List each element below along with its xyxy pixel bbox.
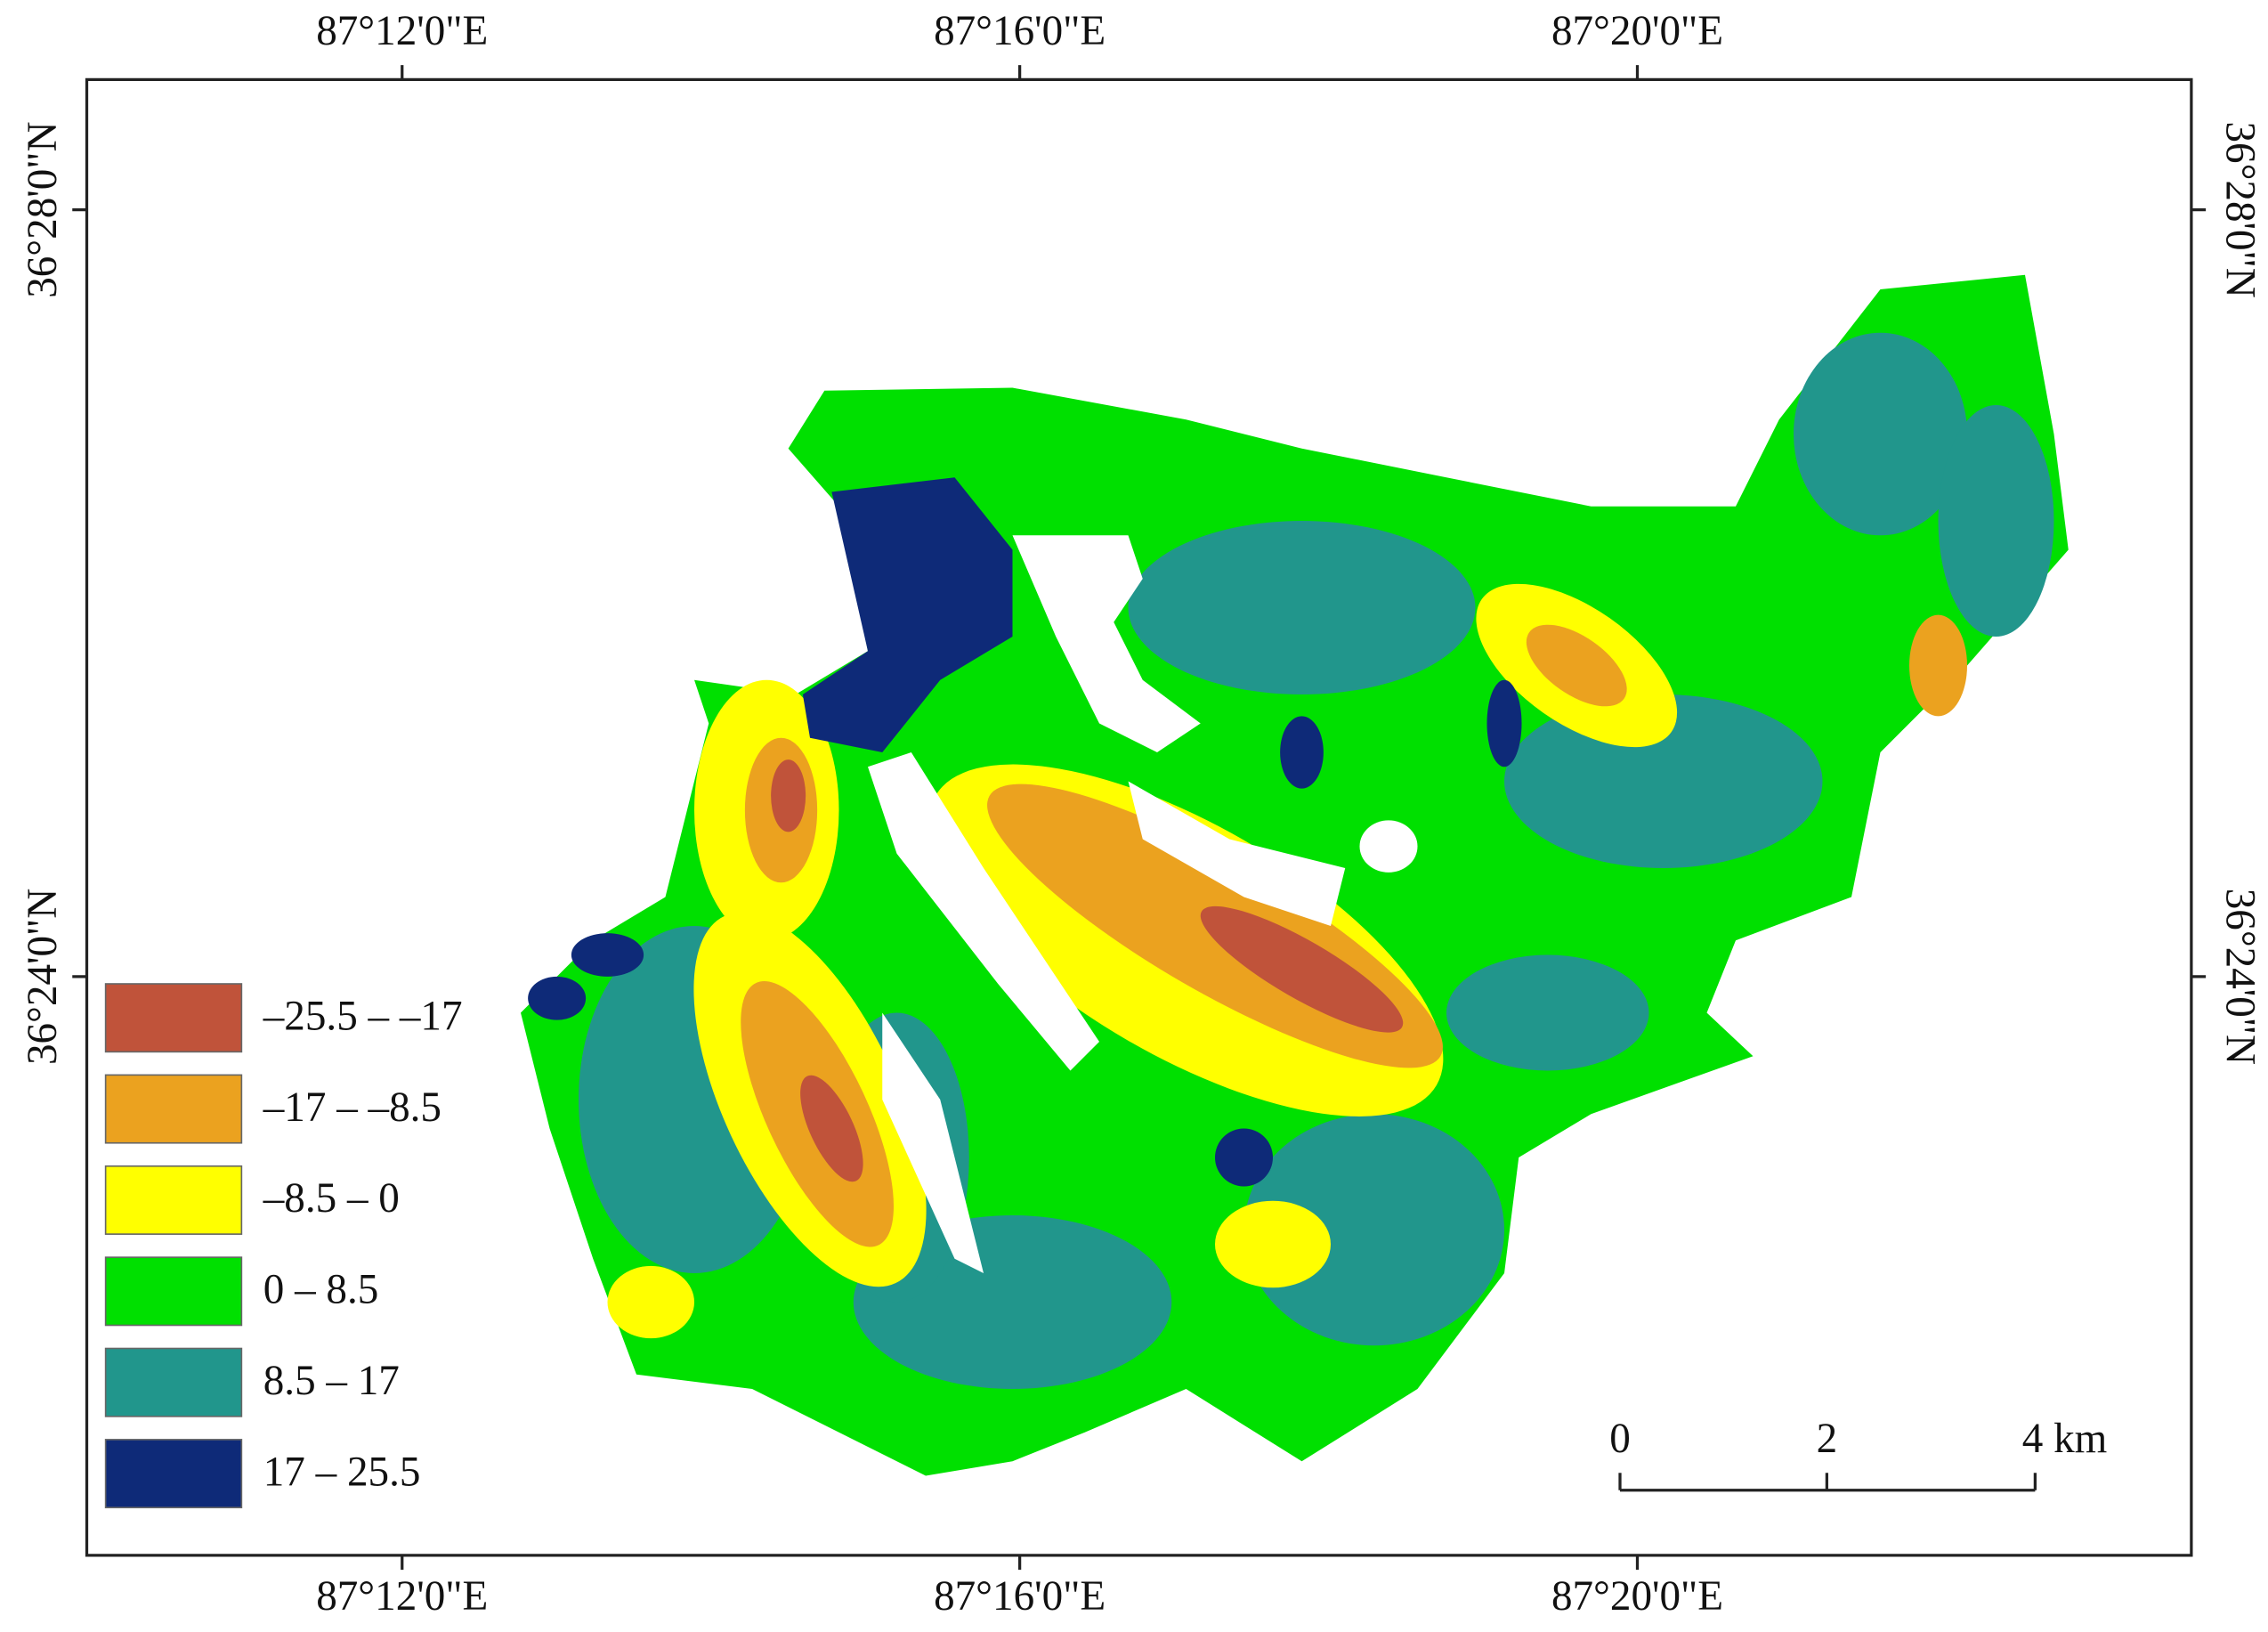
map-area (521, 274, 2069, 1476)
legend-swatch (104, 1256, 243, 1327)
x-label-bottom: 87°12'0"E (316, 1573, 488, 1620)
legend: –25.5 – –17 –17 – –8.5 –8.5 – 0 0 – 8.5 8.5 … (104, 983, 463, 1509)
legend-label: 17 – 25.5 (263, 1449, 421, 1495)
y-label-left: 36°24'0"N (20, 889, 66, 1065)
scale-bar-label: 2 (1817, 1416, 1838, 1462)
y-label-left: 36°28'0"N (20, 121, 66, 297)
y-label-right: 36°28'0"N (2216, 121, 2263, 297)
legend-label: 0 – 8.5 (263, 1267, 379, 1313)
red-zones (771, 759, 1404, 1182)
navy-zones (528, 477, 1522, 1187)
legend-swatch (104, 1165, 243, 1235)
x-label-top: 87°12'0"E (316, 8, 488, 54)
x-label-bottom: 87°20'0"E (1551, 1573, 1723, 1620)
legend-label: 8.5 – 17 (263, 1358, 400, 1404)
graticule-ticks: 87°12'0"E 87°12'0"E 87°16'0"E 87°16'0"E 87°2… (20, 8, 2264, 1620)
legend-swatch (104, 1347, 243, 1417)
scale-bar-label: 0 (1609, 1416, 1631, 1462)
x-label-top: 87°16'0"E (934, 8, 1106, 54)
no-data-gaps (868, 535, 1418, 1273)
legend-label: –25.5 – –17 (263, 993, 463, 1039)
scale-bar: 0 2 4 km (1609, 1416, 2108, 1492)
legend-swatch (104, 983, 243, 1053)
x-label-bottom: 87°16'0"E (934, 1573, 1106, 1620)
legend-swatch (104, 1439, 243, 1509)
legend-label: –8.5 – 0 (263, 1175, 400, 1222)
map-frame (85, 77, 2193, 1557)
scale-bar-label: 4 km (2022, 1416, 2108, 1462)
legend-label: –17 – –8.5 (263, 1084, 441, 1131)
legend-swatch (104, 1074, 243, 1144)
x-label-top: 87°20'0"E (1551, 8, 1723, 54)
y-label-right: 36°24'0"N (2216, 889, 2263, 1065)
